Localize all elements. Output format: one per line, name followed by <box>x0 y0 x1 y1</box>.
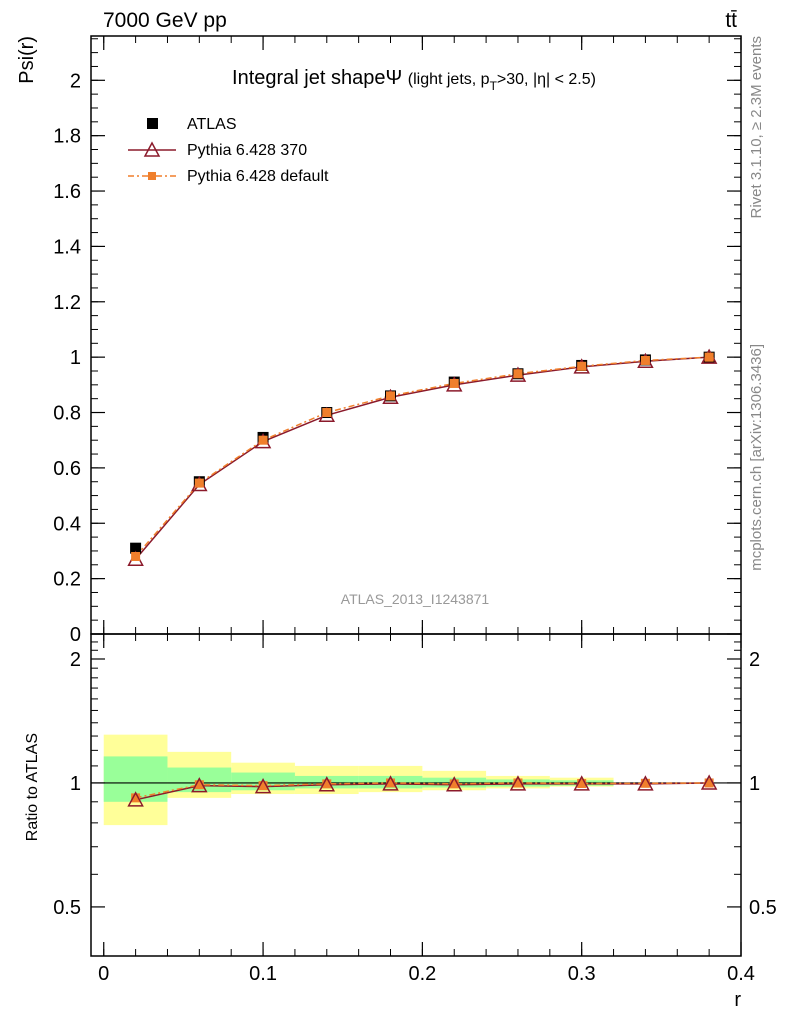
main-subtitle-text: (light jets, p <box>408 71 490 88</box>
ratio-axes: 0.5 0.5 1 1 2 2 0 0.1 0.2 0.3 0.4 <box>53 634 777 985</box>
legend-label-pythia370: Pythia 6.428 370 <box>187 142 307 159</box>
atlas-point <box>130 542 142 554</box>
ratio-ytick-label-right: 2 <box>749 649 760 671</box>
ratio-ytick-label: 2 <box>70 649 81 671</box>
ratio-point-pythia-default <box>131 793 141 803</box>
main-ytick-label: 1 <box>70 347 81 369</box>
ratio-point-pythia370 <box>445 776 463 792</box>
pythia-default-point <box>194 478 204 488</box>
mcplots-label: mcplots.cern.ch [arXiv:1306.3436] <box>748 344 765 571</box>
ratio-line-pythia-default <box>135 782 710 799</box>
main-title: Integral jet shapeΨ (light jets, pT>30, … <box>232 67 596 93</box>
analysis-watermark: ATLAS_2013_I1243871 <box>341 591 490 607</box>
main-ytick-label: 2 <box>70 70 81 92</box>
ratio-point-pythia-default <box>386 778 396 788</box>
pythia-default-point <box>704 352 714 362</box>
ratio-point-pythia370 <box>254 777 272 794</box>
main-series <box>127 348 718 566</box>
ratio-xtick-label: 0.1 <box>249 963 277 985</box>
ratio-xtick-label: 0.3 <box>568 963 596 985</box>
energy-label: 7000 GeV pp <box>103 9 227 32</box>
pythia-default-point <box>386 391 396 401</box>
ratio-point-pythia370 <box>191 777 208 793</box>
ratio-xtick-label: 0.4 <box>727 963 755 985</box>
legend-label-atlas: ATLAS <box>187 116 237 133</box>
ratio-point-pythia-default <box>322 779 332 789</box>
ratio-point-pythia-default <box>640 778 650 788</box>
ratio-ytick-label-right: 0.5 <box>749 897 777 919</box>
ratio-point-pythia-default <box>258 781 268 791</box>
pythia-default-point <box>513 369 523 379</box>
ratio-ytick-label: 0.5 <box>53 897 81 919</box>
main-subtitle-sub: T <box>490 79 498 93</box>
main-ylabel: Psi(r) <box>16 36 38 84</box>
main-ytick-label: 1.8 <box>53 126 81 148</box>
pythia-default-point <box>322 408 332 418</box>
ratio-uncertainty-bands <box>103 734 614 826</box>
main-ytick-label: 0.2 <box>53 569 81 591</box>
legend-marker-pythia370 <box>143 141 161 157</box>
process-label: tt̄ <box>725 9 737 32</box>
main-title-text: Integral jet shapeΨ <box>232 67 402 89</box>
main-ytick-label: 0.6 <box>53 458 81 480</box>
legend-marker-pythia-default <box>148 172 156 180</box>
series-line-pythia370 <box>135 356 710 560</box>
ratio-point-pythia-default <box>577 778 587 788</box>
legend: ATLAS Pythia 6.428 370 Pythia 6.428 defa… <box>128 116 329 185</box>
ratio-point-pythia-default <box>513 778 523 788</box>
ratio-point-pythia-default <box>449 779 459 789</box>
main-ytick-label: 0 <box>70 624 81 646</box>
main-ytick-label: 1.4 <box>53 236 81 258</box>
pythia-default-point <box>258 435 268 445</box>
ratio-point-pythia370 <box>637 775 654 791</box>
ratio-point-pythia370 <box>573 775 590 791</box>
main-ytick-label: 0.4 <box>53 513 81 535</box>
ratio-xlabel: r <box>734 989 741 1011</box>
rivet-label: Rivet 3.1.10, ≥ 2.3M events <box>748 36 765 219</box>
pythia-default-point <box>577 361 587 371</box>
main-subtitle-rest: >30, |η| < 2.5) <box>497 71 596 88</box>
legend-label-pythia-default: Pythia 6.428 default <box>187 168 329 185</box>
ratio-plot-frame <box>90 633 742 957</box>
main-ytick-label: 1.2 <box>53 292 81 314</box>
main-axes: 0 0.2 0.4 0.6 0.8 1 1.2 1.4 1.6 1.8 2 <box>53 36 742 646</box>
ratio-point-pythia370 <box>509 775 527 791</box>
main-ytick-label: 1.6 <box>53 181 81 203</box>
ratio-point-pythia370 <box>127 791 144 807</box>
ratio-ytick-label: 1 <box>70 773 81 795</box>
ratio-ytick-label-right: 1 <box>749 773 760 795</box>
ratio-series <box>127 774 718 807</box>
pythia-default-point <box>449 378 459 388</box>
ratio-xtick-label: 0 <box>98 963 109 985</box>
pythia-default-point <box>131 551 141 561</box>
ratio-point-pythia370 <box>700 774 718 790</box>
legend-marker-atlas <box>147 118 158 129</box>
ratio-point-pythia370 <box>382 775 399 791</box>
pythia-default-point <box>640 355 650 365</box>
ratio-xtick-label: 0.2 <box>408 963 436 985</box>
ratio-ylabel: Ratio to ATLAS <box>24 733 41 841</box>
ratio-point-pythia370 <box>318 776 336 792</box>
ratio-point-pythia-default <box>194 780 204 790</box>
main-ytick-label: 0.8 <box>53 403 81 425</box>
ratio-point-pythia-default <box>704 778 714 788</box>
series-line-pythia-default <box>135 356 710 557</box>
